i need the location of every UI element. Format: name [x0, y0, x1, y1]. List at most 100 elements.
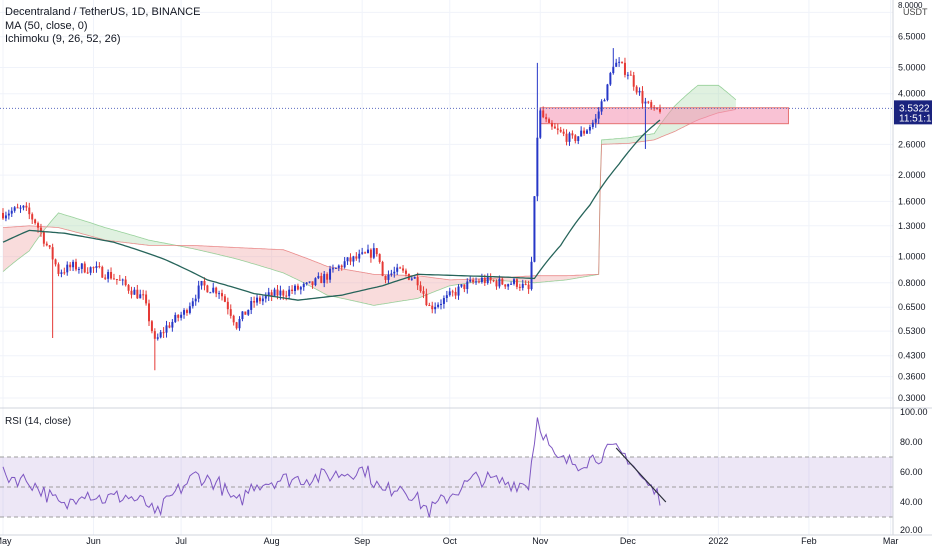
candle-body — [536, 137, 539, 197]
candle-body — [124, 279, 127, 286]
candle-body — [110, 272, 113, 279]
last-price-badge-bg — [894, 100, 932, 125]
candle-body — [165, 325, 168, 333]
price-tick-label: 2.6000 — [898, 139, 926, 149]
candle-body — [291, 289, 294, 291]
candle-body — [571, 133, 574, 136]
price-axis[interactable]: 6.5000 5.0000 4.0000 2.6000 2.0000 1.6000 1.30… — [898, 1, 926, 403]
candle-body — [466, 281, 469, 290]
candle-body — [229, 309, 232, 316]
candle-body — [22, 205, 25, 208]
candle-body — [256, 297, 259, 303]
candle-body — [180, 314, 183, 318]
candle-body — [486, 276, 489, 284]
candle-body — [600, 101, 603, 112]
candle-body — [644, 101, 647, 104]
candle-body — [603, 100, 606, 102]
candle-body — [174, 314, 177, 322]
candle-body — [562, 131, 565, 134]
candle-body — [404, 270, 407, 274]
candle-body — [638, 90, 641, 93]
candle-body — [375, 248, 378, 255]
candle-body — [448, 291, 451, 296]
time-tick-label: Jun — [86, 536, 101, 546]
candle-body — [387, 274, 390, 280]
price-tick-label: 0.3000 — [898, 393, 926, 403]
candle-body — [326, 274, 329, 280]
rsi-tick-label: 60.00 — [900, 467, 923, 477]
candle-body — [267, 292, 270, 296]
candle-body — [334, 267, 337, 269]
candle-body — [39, 227, 42, 233]
time-tick-label: Oct — [443, 536, 458, 546]
candle-body — [42, 232, 45, 244]
candle-body — [250, 301, 253, 310]
candle-body — [296, 285, 299, 290]
candle-body — [507, 284, 510, 287]
price-tick-label: 1.0000 — [898, 252, 926, 262]
rsi-tick-label: 20.00 — [900, 525, 923, 535]
candle-body — [104, 277, 107, 279]
candle-body — [609, 73, 612, 85]
time-axis[interactable]: May Jun Jul Aug Sep Oct Nov Dec 2022 Feb Mar — [0, 536, 898, 546]
candle-body — [98, 266, 101, 268]
candle-body — [355, 256, 358, 259]
candle-body — [434, 306, 437, 310]
candle-body — [282, 290, 285, 296]
candle-body — [31, 214, 34, 220]
time-tick-label: Sep — [354, 536, 370, 546]
candle-body — [480, 277, 483, 283]
rsi-trendline[interactable] — [615, 447, 667, 503]
candle-body — [107, 272, 110, 279]
candle-body — [253, 301, 256, 303]
candle-body — [527, 284, 530, 290]
candle-body — [10, 210, 13, 214]
candle-body — [396, 267, 399, 272]
candle-body — [57, 264, 60, 274]
candle-body — [261, 298, 264, 302]
candle-body — [492, 280, 495, 282]
price-tick-label: 6.5000 — [898, 32, 926, 42]
price-tick-label: 0.5300 — [898, 326, 926, 336]
candle-body — [457, 286, 460, 296]
candle-body — [162, 332, 165, 334]
candle-body — [647, 101, 650, 103]
candle-body — [66, 264, 69, 273]
rsi-axis[interactable]: 100.00 80.00 60.00 40.00 20.00 — [900, 407, 928, 535]
ichimoku-legend: Ichimoku (9, 26, 52, 26) — [5, 33, 121, 45]
resistance-zone[interactable] — [539, 107, 789, 125]
candle-body — [442, 298, 445, 304]
candle-body — [431, 305, 434, 310]
candle-body — [565, 133, 568, 142]
candle-body — [340, 265, 343, 268]
price-tick-label: 2.0000 — [898, 170, 926, 180]
rsi-tick-label: 80.00 — [900, 437, 923, 447]
candle-body — [419, 285, 422, 292]
candle-body — [25, 205, 28, 208]
candle-body — [258, 297, 261, 302]
candle-body — [422, 291, 425, 294]
candle-body — [659, 108, 661, 112]
candle-body — [235, 322, 238, 329]
candle-body — [80, 263, 83, 269]
time-tick-label: Mar — [883, 536, 899, 546]
candle-body — [331, 268, 334, 270]
price-tick-label: 1.3000 — [898, 221, 926, 231]
candle-body — [343, 261, 346, 268]
candle-body — [346, 257, 349, 262]
time-tick-label: Jul — [175, 536, 187, 546]
candle-body — [238, 319, 241, 329]
candle-body — [440, 303, 442, 305]
candle-body — [121, 279, 124, 281]
candle-body — [556, 128, 559, 130]
candle-body — [139, 294, 142, 299]
candle-body — [381, 261, 384, 276]
candle-body — [247, 309, 250, 315]
candle-body — [586, 130, 588, 134]
candle-body — [445, 295, 448, 299]
candle-body — [2, 212, 4, 219]
candle-body — [428, 305, 431, 307]
candle-body — [416, 277, 419, 286]
cloud-segment — [176, 245, 598, 306]
